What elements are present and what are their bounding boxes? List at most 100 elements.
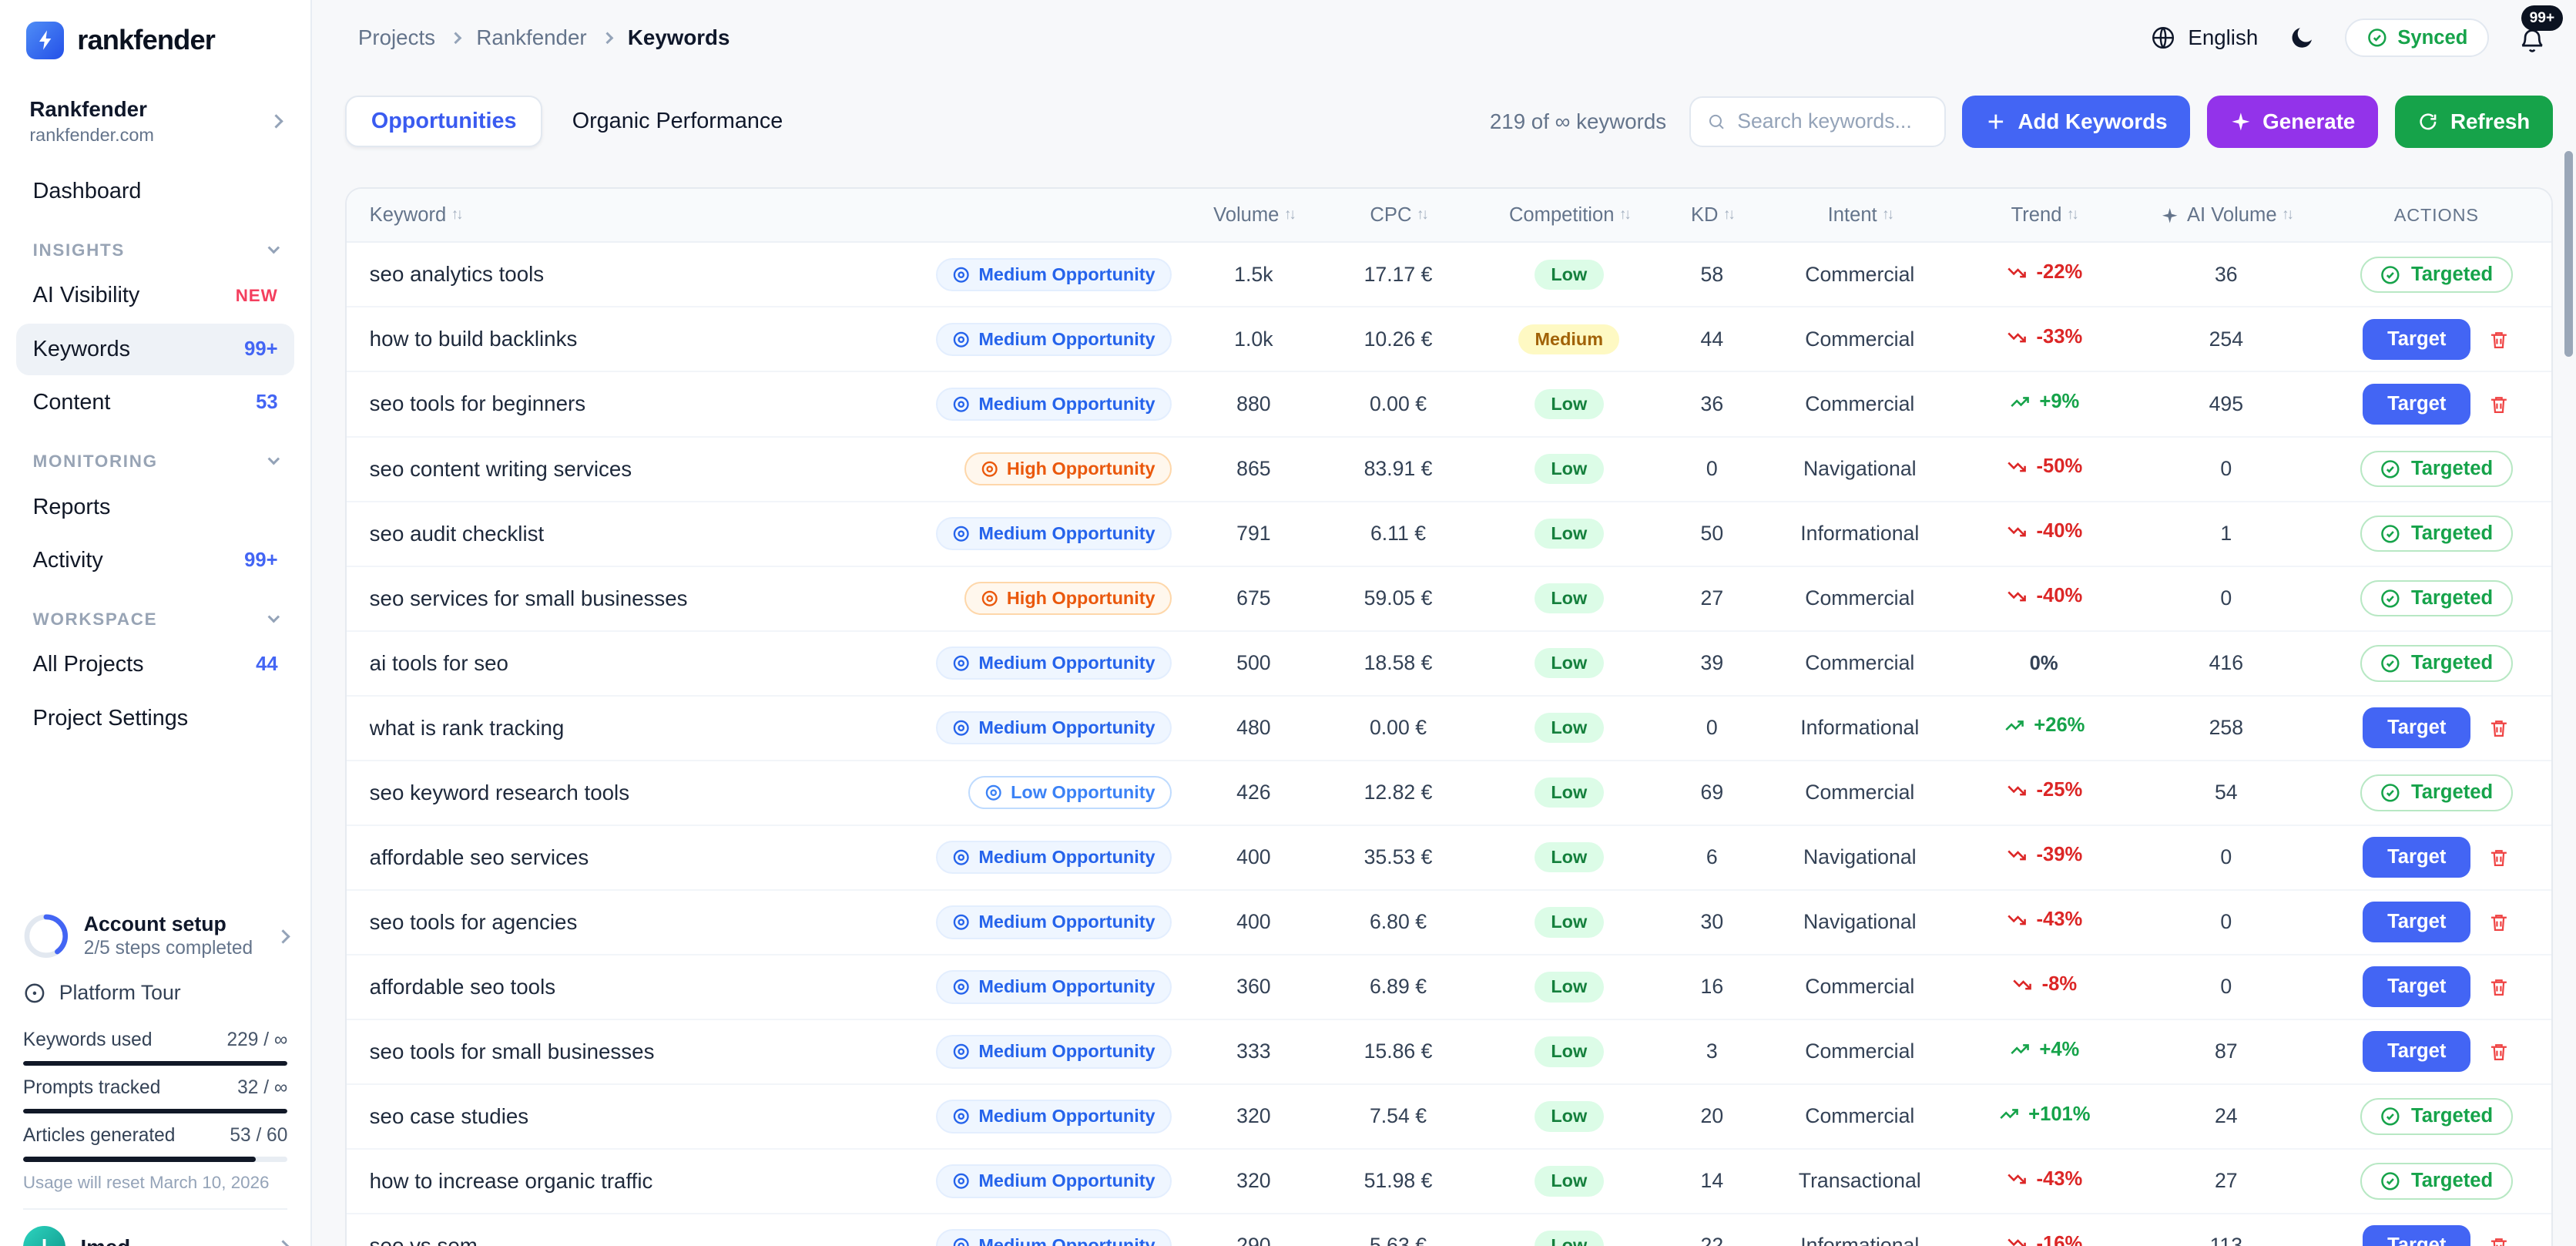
column-header-keyword[interactable]: Keyword ↑↓ <box>347 204 1188 227</box>
notifications-button[interactable]: 99+ <box>2518 5 2563 55</box>
usage-value: 32 / ∞ <box>237 1077 288 1099</box>
opportunity-label: Medium Opportunity <box>978 1235 1156 1246</box>
targeted-badge[interactable]: Targeted <box>2360 579 2513 617</box>
search-icon <box>1709 114 1724 129</box>
kd-cell: 22 <box>1700 1234 1724 1246</box>
column-header-ai-volume[interactable]: AI Volume ↑↓ <box>2131 204 2321 227</box>
tab-opportunities[interactable]: Opportunities <box>344 96 543 148</box>
account-setup[interactable]: Account setup 2/5 steps completed <box>23 906 290 973</box>
usage-list: Keywords used 229 / ∞ Prompts tracked 32 / … <box>22 1029 288 1162</box>
opportunity-label: Medium Opportunity <box>978 912 1156 932</box>
ai-volume-cell: 27 <box>2214 1169 2238 1193</box>
language-selector[interactable]: English <box>2150 25 2258 51</box>
column-header-intent[interactable]: Intent ↑↓ <box>1763 204 1957 227</box>
platform-tour-button[interactable]: Platform Tour <box>23 973 288 1020</box>
chevron-right-icon <box>450 32 462 44</box>
delete-keyword-icon[interactable] <box>2487 911 2511 934</box>
scrollbar-thumb[interactable] <box>2564 151 2573 357</box>
trending-up-icon <box>2008 1039 2031 1060</box>
actions-cell: Targeted <box>2322 256 2552 294</box>
sidebar-item-keywords[interactable]: Keywords 99+ <box>16 323 294 375</box>
sparkles-icon <box>2161 207 2179 224</box>
delete-keyword-icon[interactable] <box>2487 717 2511 740</box>
sort-icon: ↑↓ <box>1882 207 1894 223</box>
add-keywords-label: Add Keywords <box>2018 109 2168 133</box>
sidebar-section-insights[interactable]: INSIGHTS <box>16 219 294 268</box>
delete-keyword-icon[interactable] <box>2487 393 2511 416</box>
trending-down-icon <box>2011 975 2034 995</box>
opportunity-label: Low Opportunity <box>1011 782 1156 803</box>
check-circle-icon <box>2381 459 2400 479</box>
target-button[interactable]: Target <box>2363 1225 2471 1246</box>
targeted-badge[interactable]: Targeted <box>2360 256 2513 294</box>
intent-cell: Commercial <box>1805 975 1915 999</box>
trend-cell: -39% <box>1957 844 2131 870</box>
check-circle-icon <box>2381 265 2400 284</box>
competition-cell: Low <box>1477 777 1661 808</box>
sidebar-item-all-projects[interactable]: All Projects 44 <box>16 639 294 690</box>
sync-status-badge[interactable]: Synced <box>2345 18 2489 58</box>
delete-keyword-icon[interactable] <box>2487 976 2511 999</box>
sidebar-item-ai-visibility[interactable]: AI Visibility NEW <box>16 270 294 321</box>
competition-cell: Low <box>1477 647 1661 679</box>
target-button[interactable]: Target <box>2363 902 2471 942</box>
intent-cell: Commercial <box>1805 1039 1915 1063</box>
delete-keyword-icon[interactable] <box>2487 1040 2511 1063</box>
brand-name: rankfender <box>77 24 216 56</box>
targeted-badge[interactable]: Targeted <box>2360 515 2513 552</box>
tab-organic-performance[interactable]: Organic Performance <box>546 96 810 147</box>
target-button[interactable]: Target <box>2363 384 2471 425</box>
generate-button[interactable]: Generate <box>2206 95 2379 148</box>
opportunity-label: Medium Opportunity <box>978 1170 1156 1191</box>
add-keywords-button[interactable]: Add Keywords <box>1961 95 2191 148</box>
target-button[interactable]: Target <box>2363 837 2471 878</box>
competition-badge: Low <box>1535 259 1604 291</box>
delete-keyword-icon[interactable] <box>2487 846 2511 869</box>
refresh-button[interactable]: Refresh <box>2394 95 2554 148</box>
column-header-competition[interactable]: Competition ↑↓ <box>1477 204 1661 227</box>
opportunity-badge: High Opportunity <box>964 452 1172 486</box>
table-row: affordable seo services Medium Opportuni… <box>346 826 2552 891</box>
cpc-cell: 35.53 € <box>1363 845 1433 869</box>
search-box[interactable] <box>1689 96 1946 147</box>
search-input[interactable] <box>1737 109 1928 134</box>
target-group: Target <box>2363 319 2511 360</box>
table-row: seo tools for beginners Medium Opportuni… <box>346 372 2552 438</box>
opportunity-badge: Medium Opportunity <box>936 516 1172 551</box>
keyword-cell: seo vs sem Medium Opportunity <box>347 1228 1188 1246</box>
target-button[interactable]: Target <box>2363 966 2471 1007</box>
column-header-volume[interactable]: Volume ↑↓ <box>1188 204 1320 227</box>
bullseye-icon <box>952 1107 970 1125</box>
sidebar-item-reports[interactable]: Reports <box>16 481 294 532</box>
column-label: Intent <box>1827 203 1877 226</box>
target-button[interactable]: Target <box>2363 1031 2471 1072</box>
trend-value: 0% <box>2030 653 2058 675</box>
target-button[interactable]: Target <box>2363 707 2471 748</box>
volume-cell: 400 <box>1236 845 1271 869</box>
cpc-cell: 6.80 € <box>1369 910 1427 934</box>
user-menu[interactable]: I Imed <box>22 1207 290 1246</box>
delete-keyword-icon[interactable] <box>2487 328 2511 351</box>
sidebar-item-project-settings[interactable]: Project Settings <box>16 693 294 744</box>
targeted-badge[interactable]: Targeted <box>2360 1162 2513 1200</box>
sidebar-section-monitoring[interactable]: MONITORING <box>16 430 294 479</box>
sidebar-item-activity[interactable]: Activity 99+ <box>16 535 294 586</box>
brand-logo[interactable]: rankfender <box>0 0 310 72</box>
breadcrumb-project[interactable]: Rankfender <box>476 25 587 50</box>
sidebar-section-workspace[interactable]: WORKSPACE <box>16 588 294 637</box>
target-button[interactable]: Target <box>2363 319 2471 360</box>
column-header-trend[interactable]: Trend ↑↓ <box>1957 204 2131 227</box>
column-header-kd[interactable]: KD ↑↓ <box>1661 204 1763 227</box>
targeted-badge[interactable]: Targeted <box>2360 644 2513 682</box>
targeted-badge[interactable]: Targeted <box>2360 450 2513 488</box>
breadcrumb-projects[interactable]: Projects <box>357 25 436 50</box>
sidebar-item-content[interactable]: Content 53 <box>16 377 294 428</box>
column-header-cpc[interactable]: CPC ↑↓ <box>1320 204 1478 227</box>
targeted-badge[interactable]: Targeted <box>2360 774 2513 811</box>
ai-volume-cell: 258 <box>2209 716 2244 740</box>
dark-mode-toggle[interactable] <box>2288 24 2316 52</box>
targeted-badge[interactable]: Targeted <box>2360 1097 2513 1135</box>
project-switcher[interactable]: Rankfender rankfender.com <box>16 86 294 157</box>
sidebar-item-dashboard[interactable]: Dashboard <box>16 166 294 217</box>
delete-keyword-icon[interactable] <box>2487 1234 2511 1246</box>
